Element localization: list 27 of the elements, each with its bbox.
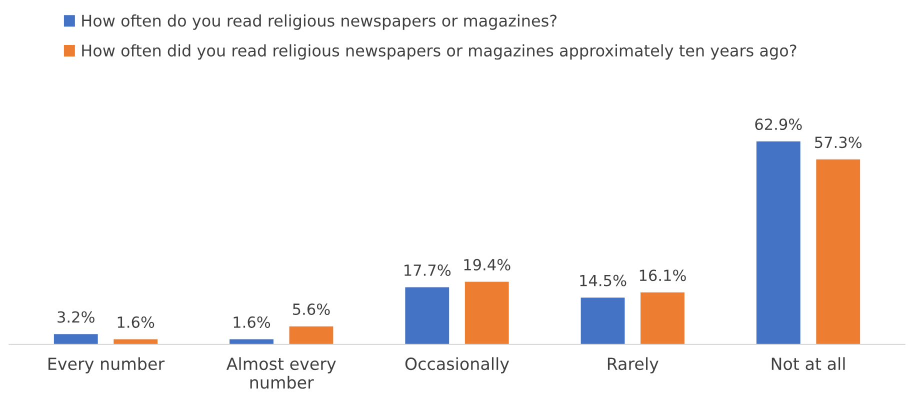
x-tick-label: Occasionally xyxy=(405,357,510,374)
bar xyxy=(464,282,509,344)
x-tick-label: Almost every number xyxy=(226,357,336,389)
data-label: 17.7% xyxy=(404,264,451,276)
x-tick-label: Every number xyxy=(48,357,165,374)
data-label: 3.2% xyxy=(58,311,94,323)
bar xyxy=(756,141,800,344)
bar xyxy=(405,287,450,344)
bar xyxy=(816,159,860,344)
data-label: 57.3% xyxy=(815,136,862,148)
data-label: 1.6% xyxy=(118,316,154,328)
data-label: 19.4% xyxy=(464,258,510,270)
data-label: 1.6% xyxy=(234,316,270,328)
data-label: 16.1% xyxy=(640,270,686,282)
bar xyxy=(114,339,158,344)
legend-label: How often did you read religious newspapers or magazines approximately ten years ago? xyxy=(82,44,796,60)
bar xyxy=(54,334,98,344)
legend-label: How often do you read religious newspapers or magazines? xyxy=(82,14,557,30)
data-label: 62.9% xyxy=(755,118,802,130)
data-label: 14.5% xyxy=(580,274,626,286)
x-tick-label: Rarely xyxy=(608,357,658,374)
data-label: 5.6% xyxy=(293,303,330,316)
x-tick-label: Not at all xyxy=(772,357,845,370)
bar xyxy=(289,326,334,344)
bar xyxy=(640,292,684,344)
bar xyxy=(230,339,274,344)
bar xyxy=(580,298,625,344)
